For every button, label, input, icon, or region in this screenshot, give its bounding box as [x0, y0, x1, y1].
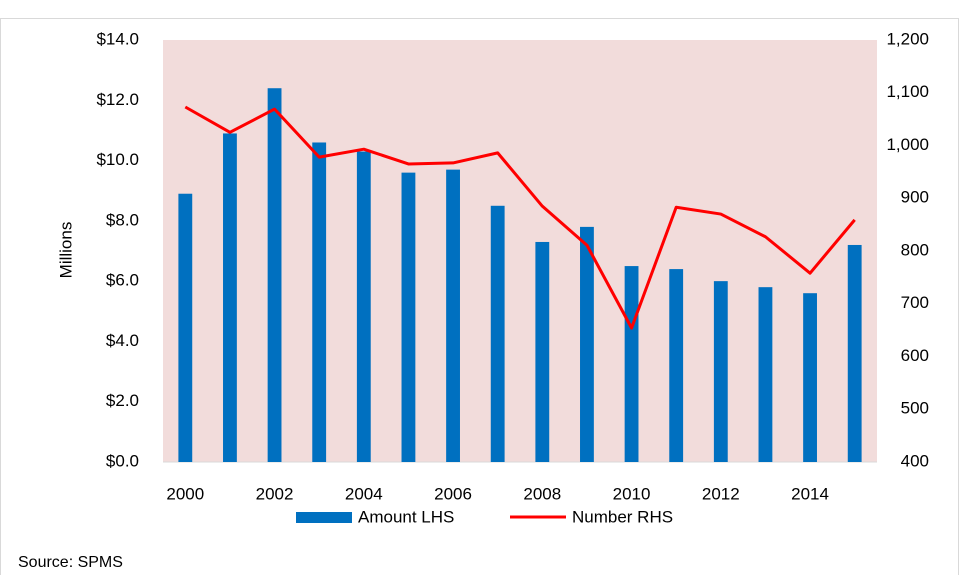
x-tick-label: 2014 [791, 484, 829, 503]
y-tick-label: $10.0 [96, 150, 139, 169]
y-tick-label: $0.0 [106, 451, 139, 470]
legend-label: Amount LHS [358, 507, 454, 526]
y2-tick-label: 1,000 [886, 135, 929, 154]
y2-tick-label: 600 [901, 346, 929, 365]
bar [312, 142, 327, 462]
y-axis-label: Millions [56, 222, 75, 279]
bar [713, 281, 728, 462]
bar [223, 133, 237, 462]
bar [535, 241, 550, 462]
bar [401, 172, 416, 462]
y-tick-label: $12.0 [96, 90, 139, 109]
x-tick-label: 2008 [523, 484, 561, 503]
bar [356, 151, 371, 462]
plot-area [163, 40, 877, 462]
bar [669, 269, 684, 462]
y-tick-label: $4.0 [106, 331, 139, 350]
bar [803, 293, 817, 462]
x-tick-label: 2000 [166, 484, 204, 503]
y-tick-label: $14.0 [96, 29, 139, 48]
bar [446, 169, 460, 462]
bar [758, 287, 773, 462]
y2-tick-label: 1,100 [886, 82, 929, 101]
y2-tick-label: 900 [901, 188, 929, 207]
bar [580, 226, 594, 462]
y2-tick-label: 500 [901, 399, 929, 418]
bar [178, 193, 193, 462]
bar [847, 244, 862, 462]
legend-swatch [296, 512, 352, 523]
y-tick-label: $8.0 [106, 210, 139, 229]
legend-label: Number RHS [572, 507, 673, 526]
y2-tick-label: 400 [901, 451, 929, 470]
bar [624, 266, 639, 462]
source: Source: SPMS [18, 554, 123, 571]
x-tick-label: 2010 [613, 484, 651, 503]
y2-tick-label: 1,200 [886, 29, 929, 48]
x-tick-label: 2004 [345, 484, 383, 503]
y-tick-label: $2.0 [106, 391, 139, 410]
bar [267, 88, 282, 462]
line [184, 105, 856, 330]
y-tick-label: $6.0 [106, 271, 139, 290]
bar [490, 205, 505, 463]
y2-tick-label: 700 [901, 293, 929, 312]
x-tick-label: 2006 [434, 484, 472, 503]
y2-tick-label: 800 [901, 240, 929, 259]
x-tick-label: 2012 [702, 484, 740, 503]
x-tick-label: 2002 [256, 484, 294, 503]
